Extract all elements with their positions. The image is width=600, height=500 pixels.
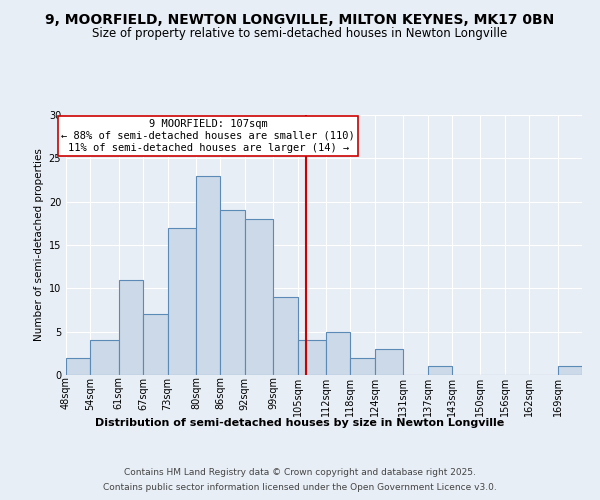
Bar bbox=[91, 340, 119, 375]
Bar bbox=[375, 349, 403, 375]
Text: 9, MOORFIELD, NEWTON LONGVILLE, MILTON KEYNES, MK17 0BN: 9, MOORFIELD, NEWTON LONGVILLE, MILTON K… bbox=[46, 12, 554, 26]
Text: Contains HM Land Registry data © Crown copyright and database right 2025.: Contains HM Land Registry data © Crown c… bbox=[124, 468, 476, 477]
Bar bbox=[326, 332, 350, 375]
Bar bbox=[298, 340, 326, 375]
Bar bbox=[196, 176, 220, 375]
Text: 9 MOORFIELD: 107sqm
← 88% of semi-detached houses are smaller (110)
11% of semi-: 9 MOORFIELD: 107sqm ← 88% of semi-detach… bbox=[61, 120, 355, 152]
Bar bbox=[273, 297, 298, 375]
Y-axis label: Number of semi-detached properties: Number of semi-detached properties bbox=[34, 148, 44, 342]
Bar bbox=[245, 219, 273, 375]
Text: Size of property relative to semi-detached houses in Newton Longville: Size of property relative to semi-detach… bbox=[92, 28, 508, 40]
Bar bbox=[220, 210, 245, 375]
Bar bbox=[428, 366, 452, 375]
Bar bbox=[119, 280, 143, 375]
Bar bbox=[143, 314, 167, 375]
Text: Distribution of semi-detached houses by size in Newton Longville: Distribution of semi-detached houses by … bbox=[95, 418, 505, 428]
Text: Contains public sector information licensed under the Open Government Licence v3: Contains public sector information licen… bbox=[103, 483, 497, 492]
Bar bbox=[66, 358, 91, 375]
Bar bbox=[557, 366, 582, 375]
Bar bbox=[167, 228, 196, 375]
Bar bbox=[350, 358, 375, 375]
